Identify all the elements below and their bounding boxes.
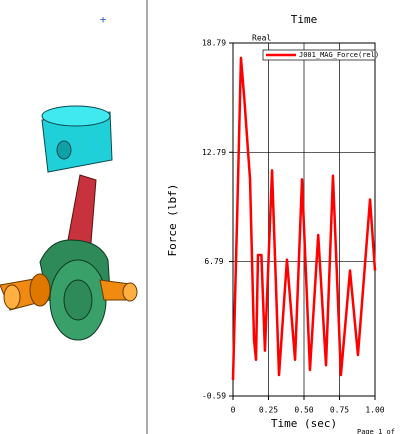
x-axis-label: Time (sec) <box>271 417 337 430</box>
cursor-marker: + <box>100 13 107 26</box>
x-tick-label: 1.00 <box>365 406 384 415</box>
x-tick-label: 0.50 <box>294 406 313 415</box>
y-tick-label: 6.79 <box>204 257 223 266</box>
y-tick-label: -0.59 <box>202 392 226 401</box>
legend-label: J001_MAG_Force(rel) <box>299 51 379 59</box>
chart-title: Time <box>291 13 318 26</box>
y-tick-label: 12.79 <box>202 148 226 157</box>
x-tick-label: 0.25 <box>259 406 278 415</box>
y-axis-label: Force (lbf) <box>166 184 179 257</box>
legend-box <box>262 49 376 61</box>
chart-subtitle: Real <box>252 34 271 43</box>
page-label: Page 1 of <box>357 428 395 434</box>
x-tick-label: 0 <box>231 406 236 415</box>
series-line <box>231 56 377 381</box>
x-tick-label: 0.75 <box>330 406 349 415</box>
y-tick-label: 18.79 <box>202 39 226 48</box>
engine-model <box>0 105 138 341</box>
